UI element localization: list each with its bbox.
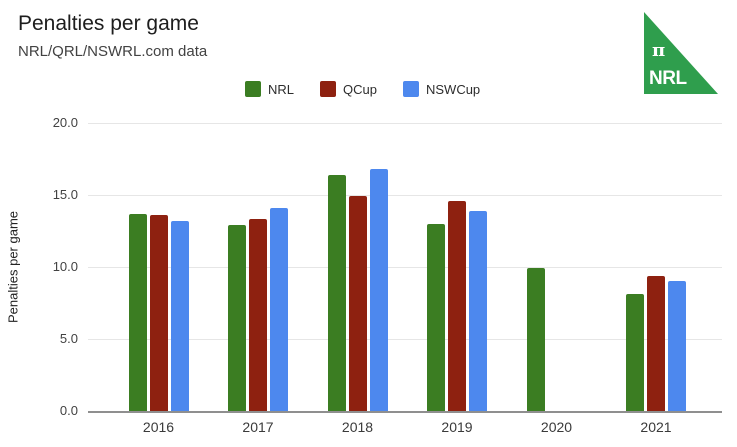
chart-title: Penalties per game [18,12,199,35]
bar-nrl-2018 [327,174,346,411]
bar-nswcup-2019 [469,210,487,411]
bar-group-2017 [228,123,288,411]
bar-nswcup-2016 [170,220,189,411]
legend-label: NRL [268,81,295,97]
legend-swatch-icon [320,81,337,97]
legend-item-nrl: NRL [245,81,294,97]
bar-group-2016 [128,123,189,411]
pi-nrl-logo: π NRL [644,12,718,94]
bar-group-2021 [626,123,686,411]
x-tick-label-2019: 2019 [441,419,473,435]
y-axis-title: Penalties per game [5,210,21,324]
bar-qcup-2021 [647,275,665,411]
chart-subtitle: NRL/QRL/NSWRL.com data [18,43,208,60]
legend-swatch-icon [245,81,261,97]
x-tick-label-2016: 2016 [142,419,175,435]
plot-area [88,123,722,413]
y-tick-label-10.0: 10.0 [52,259,78,274]
x-tick-label-2021: 2021 [640,419,672,435]
bar-group-2020 [526,123,587,411]
legend-label: QCup [343,81,377,97]
legend-label: NSWCup [425,81,481,97]
bar-nswcup-2018 [369,169,388,411]
bar-nswcup-2021 [668,281,686,411]
bar-nrl-2019 [427,223,445,411]
x-tick-label-2020: 2020 [540,419,573,435]
legend-item-qcup: QCup [320,81,377,97]
y-tick-label-0.0: 0.0 [59,403,78,418]
bar-group-2019 [427,123,487,411]
gridline-15.0 [88,195,722,196]
logo-nrl-text: NRL [649,68,687,89]
legend-swatch-icon [402,81,419,97]
gridline-20.0 [88,123,722,124]
legend-item-nswcup: NSWCup [402,81,481,97]
logo-triangle-icon [644,12,718,94]
bar-nswcup-2017 [270,207,288,411]
bar-nrl-2016 [128,213,147,411]
x-tick-label-2018: 2018 [341,419,374,435]
gridline-10.0 [88,267,722,268]
bar-group-2018 [327,123,388,411]
legend: NRL QCup NSWCup [245,81,480,97]
bar-qcup-2019 [448,200,466,411]
gridline-5.0 [88,339,722,340]
bar-nrl-2021 [626,294,644,411]
bar-nrl-2017 [228,225,246,411]
bar-qcup-2017 [249,219,267,411]
bar-nrl-2020 [526,268,545,411]
y-tick-label-5.0: 5.0 [59,331,78,346]
y-tick-label-20.0: 20.0 [52,115,78,130]
y-tick-label-15.0: 15.0 [52,187,78,202]
x-tick-label-2017: 2017 [242,419,274,435]
logo-pi-symbol: π [652,40,665,61]
bar-qcup-2016 [149,215,168,411]
bar-qcup-2018 [348,196,367,411]
